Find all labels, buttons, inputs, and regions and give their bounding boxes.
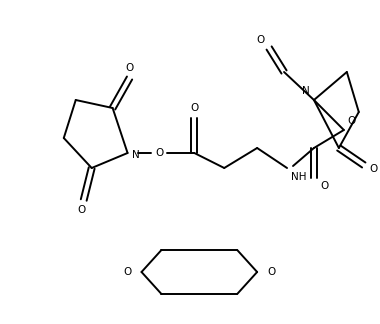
Text: O: O <box>267 267 276 277</box>
Text: N: N <box>131 150 139 160</box>
Text: O: O <box>125 63 134 73</box>
Text: O: O <box>370 164 378 174</box>
Text: O: O <box>190 103 198 113</box>
Text: O: O <box>78 205 86 215</box>
Text: O: O <box>320 181 328 191</box>
Text: NH: NH <box>291 172 307 182</box>
Text: O: O <box>348 116 356 126</box>
Text: O: O <box>257 35 265 45</box>
Text: O: O <box>123 267 131 277</box>
Text: N: N <box>302 86 310 96</box>
Text: O: O <box>155 148 163 158</box>
